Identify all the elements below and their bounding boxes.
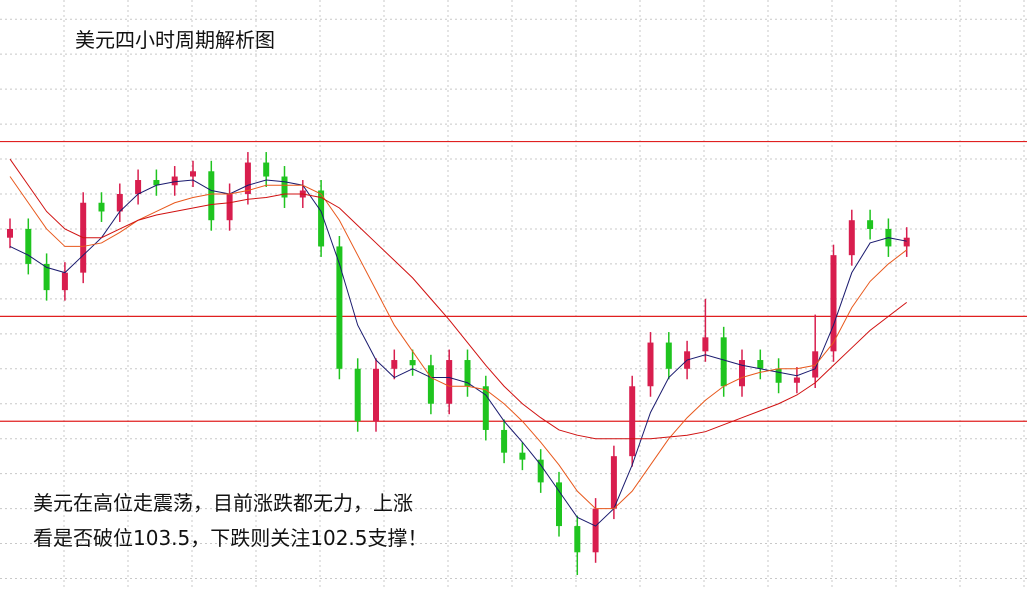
candle-body	[647, 342, 654, 387]
candle-body	[537, 459, 544, 483]
candle-body	[629, 386, 636, 457]
candle-body	[153, 180, 160, 186]
candle-body	[171, 176, 178, 186]
candle-body	[739, 360, 745, 387]
candle-body	[812, 351, 819, 378]
candle-body	[830, 255, 837, 352]
candle-body	[135, 180, 142, 195]
candle-body	[793, 377, 800, 383]
candle-body	[775, 368, 782, 383]
ma-line	[9, 158, 908, 440]
candle-body	[501, 429, 508, 453]
candle-body	[244, 162, 251, 195]
candle-body	[98, 202, 105, 212]
candle-body	[757, 360, 764, 369]
annotation: 美元在高位走震荡，目前涨跌都无力，上涨	[33, 491, 413, 515]
candle-body	[702, 337, 709, 352]
candle-body	[556, 482, 562, 527]
candle-body	[903, 237, 910, 247]
annotation: 看是否破位103.5，下跌则关注102.5支撑！	[33, 526, 428, 550]
candle-body	[208, 171, 215, 221]
candle-body	[464, 360, 471, 387]
candle-body	[519, 452, 526, 460]
candle-body	[25, 228, 32, 264]
ma-line	[9, 179, 907, 527]
candle-body	[427, 365, 434, 404]
candle-body	[409, 360, 416, 366]
candle-body	[848, 220, 855, 256]
candle-body	[592, 508, 599, 553]
candle-body	[867, 220, 874, 229]
candle-body	[318, 190, 325, 247]
candle-body	[482, 386, 489, 430]
candle-body	[190, 171, 196, 177]
marks	[0, 140, 1027, 576]
candle-body	[61, 272, 68, 291]
candle-body	[665, 342, 672, 369]
candle-body	[116, 194, 123, 212]
candle-body	[720, 337, 727, 387]
ma-line	[9, 176, 908, 510]
candle-body	[354, 368, 361, 422]
candle-body	[574, 526, 581, 553]
candle-body	[7, 228, 13, 238]
candle-body	[43, 263, 50, 291]
candle-body	[226, 194, 233, 221]
candle-body	[263, 162, 270, 177]
candle-body	[281, 176, 288, 198]
candle-body	[446, 360, 453, 404]
candle-body	[373, 368, 379, 422]
candle-body	[610, 456, 617, 509]
candle-body	[391, 360, 398, 369]
candle-body	[336, 246, 343, 369]
chart-title: 美元四小时周期解析图	[75, 28, 275, 52]
